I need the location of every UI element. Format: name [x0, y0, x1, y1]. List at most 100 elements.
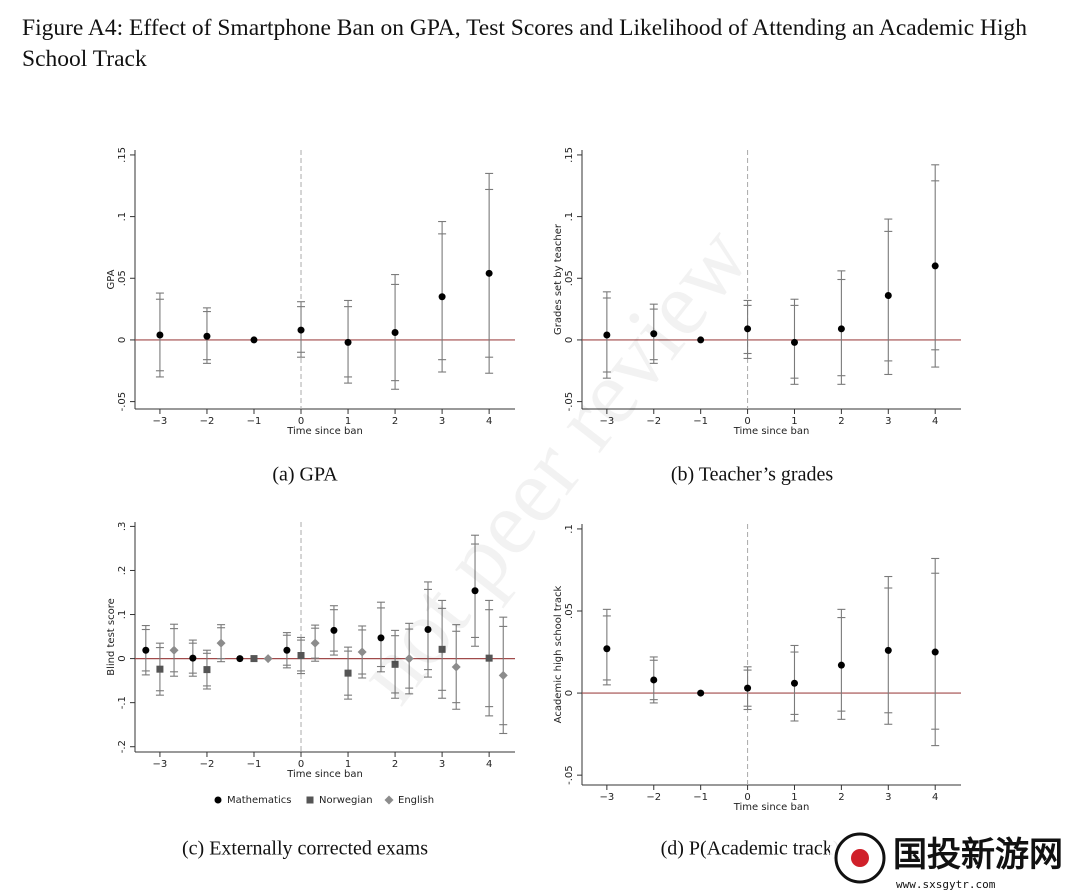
y-axis-title: Grades set by teacher [553, 223, 564, 335]
marker [203, 332, 211, 340]
x-tick-label: 3 [439, 416, 445, 427]
marker [250, 655, 258, 663]
marker [283, 646, 291, 654]
legend-marker [306, 796, 314, 804]
x-tick-label: −1 [247, 759, 262, 770]
marker [438, 293, 446, 301]
marker [156, 331, 164, 339]
y-tick-label: .3 [117, 522, 128, 532]
x-tick-label: 1 [345, 759, 351, 770]
y-tick-label: -.1 [117, 696, 128, 709]
x-tick-label: 2 [838, 792, 844, 803]
marker [884, 292, 892, 300]
x-tick-label: 2 [838, 416, 844, 427]
x-tick-label: −2 [200, 416, 215, 427]
marker [263, 654, 273, 664]
y-tick-label: 0 [117, 337, 128, 343]
marker [884, 646, 892, 654]
marker [650, 330, 658, 338]
y-axis-title: Academic high school track [553, 585, 564, 723]
marker [498, 670, 508, 680]
marker [297, 326, 305, 334]
x-tick-label: −2 [646, 792, 661, 803]
marker [404, 654, 414, 664]
x-tick-label: −3 [599, 792, 614, 803]
marker [837, 661, 845, 669]
marker [189, 654, 197, 662]
legend-label: Mathematics [227, 795, 291, 806]
y-tick-label: -.05 [564, 765, 575, 785]
x-tick-label: 0 [744, 792, 750, 803]
x-axis-title: Time since ban [733, 426, 810, 437]
x-tick-label: −1 [247, 416, 262, 427]
legend-label: English [398, 795, 434, 806]
y-tick-label: .15 [564, 147, 575, 163]
marker [603, 645, 611, 653]
marker [169, 645, 179, 655]
marker [330, 626, 338, 634]
x-tick-label: 0 [298, 416, 304, 427]
logo-name: 国投新游网 [893, 836, 1063, 874]
y-tick-label: .1 [117, 212, 128, 222]
marker [697, 336, 705, 344]
y-tick-label: .1 [564, 524, 575, 534]
x-tick-label: 4 [932, 792, 938, 803]
marker [744, 325, 752, 333]
marker [485, 654, 493, 662]
marker [790, 679, 798, 687]
marker [357, 647, 367, 657]
marker [931, 262, 939, 270]
marker [438, 645, 446, 653]
marker [837, 325, 845, 333]
legend-marker [214, 796, 222, 804]
x-axis-title: Time since ban [733, 802, 810, 813]
x-tick-label: 4 [486, 759, 492, 770]
marker [697, 689, 705, 697]
x-tick-label: −3 [599, 416, 614, 427]
marker [744, 684, 752, 692]
y-tick-label: .1 [117, 610, 128, 620]
marker [471, 587, 479, 595]
x-tick-label: 3 [885, 416, 891, 427]
marker [485, 269, 493, 277]
marker [203, 666, 211, 674]
y-tick-label: .05 [117, 270, 128, 286]
y-axis-title: GPA [106, 269, 117, 289]
y-tick-label: .15 [117, 147, 128, 163]
x-tick-label: −2 [646, 416, 661, 427]
x-axis-title: Time since ban [286, 426, 363, 437]
marker [650, 676, 658, 684]
marker [931, 648, 939, 656]
marker [451, 662, 461, 672]
subfigure-caption: (d) P(Academic track) [661, 838, 840, 860]
subfigure-caption: (c) Externally corrected exams [182, 838, 428, 860]
x-tick-label: 0 [744, 416, 750, 427]
figure-title: Figure A4: Effect of Smartphone Ban on G… [22, 15, 1028, 72]
marker [377, 634, 385, 642]
marker [297, 652, 305, 660]
x-tick-label: 3 [439, 759, 445, 770]
marker [250, 336, 258, 344]
marker [424, 626, 432, 634]
marker [344, 338, 352, 346]
x-tick-label: 2 [392, 759, 398, 770]
y-tick-label: 0 [117, 655, 128, 661]
marker [790, 338, 798, 346]
marker [391, 329, 399, 337]
logo-url: www.sxsgytr.com [896, 878, 996, 891]
marker [156, 665, 164, 673]
marker [603, 331, 611, 339]
x-tick-label: 1 [791, 416, 797, 427]
x-tick-label: 4 [932, 416, 938, 427]
x-tick-label: 3 [885, 792, 891, 803]
x-axis-title: Time since ban [286, 769, 363, 780]
y-tick-label: .05 [564, 603, 575, 619]
y-tick-label: -.05 [564, 392, 575, 412]
marker [236, 655, 244, 663]
y-axis-title: Blind test score [106, 598, 117, 676]
x-tick-label: −3 [153, 416, 168, 427]
legend-marker [384, 795, 394, 805]
marker [310, 638, 320, 648]
